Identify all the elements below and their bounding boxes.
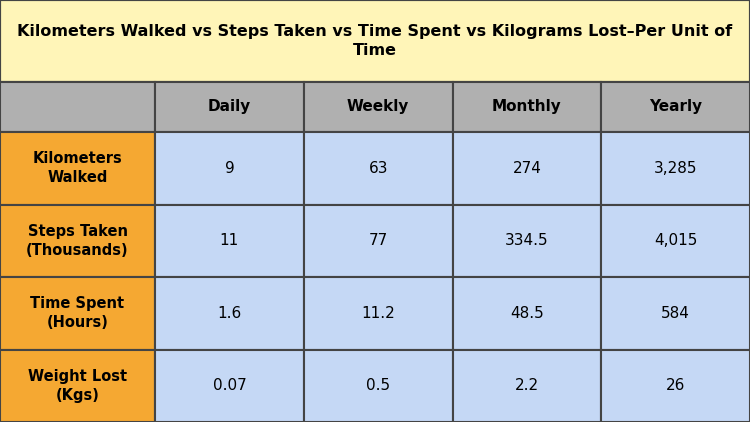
Text: Kilometers
Walked: Kilometers Walked <box>33 151 122 185</box>
Text: 9: 9 <box>224 161 234 176</box>
Text: Monthly: Monthly <box>492 100 562 114</box>
FancyBboxPatch shape <box>452 132 602 205</box>
Text: Weight Lost
(Kgs): Weight Lost (Kgs) <box>28 369 127 403</box>
Text: Kilometers Walked vs Steps Taken vs Time Spent vs Kilograms Lost–Per Unit of
Tim: Kilometers Walked vs Steps Taken vs Time… <box>17 24 733 58</box>
FancyBboxPatch shape <box>0 349 155 422</box>
Text: 63: 63 <box>368 161 388 176</box>
Text: 48.5: 48.5 <box>510 306 544 321</box>
FancyBboxPatch shape <box>304 82 452 132</box>
FancyBboxPatch shape <box>155 132 304 205</box>
Text: Daily: Daily <box>208 100 251 114</box>
FancyBboxPatch shape <box>602 277 750 349</box>
FancyBboxPatch shape <box>304 277 452 349</box>
FancyBboxPatch shape <box>602 82 750 132</box>
FancyBboxPatch shape <box>602 205 750 277</box>
FancyBboxPatch shape <box>155 277 304 349</box>
Text: 0.5: 0.5 <box>366 378 390 393</box>
Text: 274: 274 <box>512 161 542 176</box>
Text: 3,285: 3,285 <box>654 161 698 176</box>
Text: 2.2: 2.2 <box>514 378 539 393</box>
Text: Weekly: Weekly <box>347 100 410 114</box>
Text: 77: 77 <box>368 233 388 248</box>
Text: 4,015: 4,015 <box>654 233 698 248</box>
Text: 11.2: 11.2 <box>362 306 395 321</box>
FancyBboxPatch shape <box>304 132 452 205</box>
FancyBboxPatch shape <box>155 82 304 132</box>
FancyBboxPatch shape <box>0 132 155 205</box>
FancyBboxPatch shape <box>0 82 155 132</box>
FancyBboxPatch shape <box>602 349 750 422</box>
FancyBboxPatch shape <box>452 277 602 349</box>
Text: Yearly: Yearly <box>649 100 702 114</box>
Text: Time Spent
(Hours): Time Spent (Hours) <box>31 296 124 330</box>
Text: 11: 11 <box>220 233 239 248</box>
Text: 1.6: 1.6 <box>217 306 242 321</box>
FancyBboxPatch shape <box>0 0 750 82</box>
FancyBboxPatch shape <box>155 349 304 422</box>
Text: 334.5: 334.5 <box>505 233 549 248</box>
FancyBboxPatch shape <box>452 205 602 277</box>
Text: Steps Taken
(Thousands): Steps Taken (Thousands) <box>26 224 129 257</box>
FancyBboxPatch shape <box>452 82 602 132</box>
FancyBboxPatch shape <box>452 349 602 422</box>
FancyBboxPatch shape <box>602 132 750 205</box>
FancyBboxPatch shape <box>304 205 452 277</box>
Text: 0.07: 0.07 <box>212 378 246 393</box>
Text: 584: 584 <box>662 306 690 321</box>
FancyBboxPatch shape <box>0 277 155 349</box>
FancyBboxPatch shape <box>155 205 304 277</box>
FancyBboxPatch shape <box>0 205 155 277</box>
Text: 26: 26 <box>666 378 686 393</box>
FancyBboxPatch shape <box>304 349 452 422</box>
